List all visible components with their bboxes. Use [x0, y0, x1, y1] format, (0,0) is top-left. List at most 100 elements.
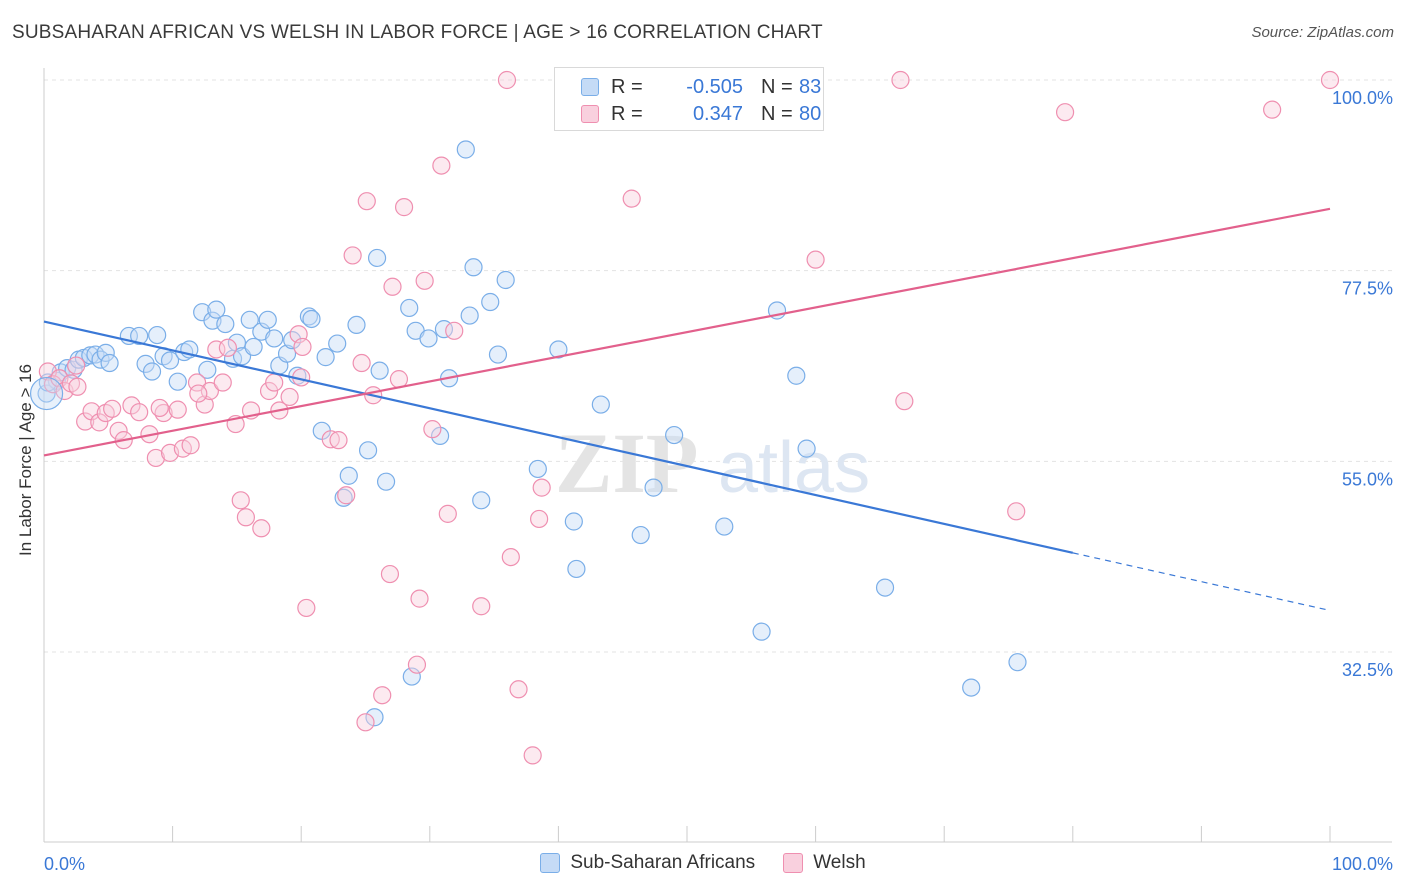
point-subsaharan — [400, 298, 419, 318]
point-welsh — [280, 387, 299, 407]
point-subsaharan — [787, 366, 806, 385]
point-subsaharan — [962, 678, 981, 697]
stats-r-value: 0.347 — [692, 102, 743, 125]
point-subsaharan — [488, 345, 508, 364]
point-subsaharan — [456, 140, 475, 159]
y-tick-label: 32.5% — [1342, 660, 1393, 680]
point-subsaharan — [227, 333, 246, 352]
point-subsaharan — [216, 314, 235, 334]
point-subsaharan — [81, 346, 100, 365]
point-subsaharan — [419, 329, 438, 348]
point-welsh — [394, 198, 414, 217]
point-welsh — [532, 478, 551, 497]
point-welsh — [150, 398, 169, 418]
point-subsaharan — [665, 425, 684, 445]
point-welsh — [895, 392, 914, 411]
watermark-atlas: atlas — [718, 428, 870, 508]
point-welsh — [213, 373, 232, 392]
point-welsh — [1055, 103, 1075, 122]
point-subsaharan — [244, 337, 263, 357]
point-subsaharan — [265, 329, 284, 348]
point-welsh — [509, 680, 528, 699]
trend-line-subsaharan-extension — [1072, 552, 1331, 612]
point-subsaharan — [752, 622, 771, 641]
point-welsh — [122, 396, 141, 415]
point-subsaharan — [339, 466, 358, 485]
legend-item-subsaharan[interactable]: Sub-Saharan Africans — [540, 852, 755, 874]
point-subsaharan — [160, 351, 180, 370]
point-welsh — [68, 377, 87, 396]
trend-line-subsaharan — [43, 320, 1074, 554]
point-subsaharan — [430, 426, 450, 446]
stats-r-value: -0.505 — [686, 75, 743, 98]
point-subsaharan — [258, 310, 277, 329]
point-welsh — [523, 746, 542, 765]
point-subsaharan — [402, 667, 421, 686]
point-welsh — [200, 381, 219, 401]
point-subsaharan — [142, 362, 162, 381]
point-welsh — [90, 413, 109, 432]
point-welsh — [380, 564, 400, 584]
chart-title: SUBSAHARAN AFRICAN VS WELSH IN LABOR FOR… — [12, 22, 823, 43]
point-welsh — [357, 192, 376, 211]
point-welsh — [337, 486, 356, 505]
stats-n-value: 83 — [799, 75, 822, 98]
point-welsh — [265, 373, 284, 392]
point-subsaharan — [367, 248, 387, 268]
point-welsh — [352, 353, 371, 373]
point-welsh — [1263, 100, 1282, 119]
point-welsh — [67, 356, 86, 375]
point-welsh — [438, 504, 457, 523]
point-welsh — [329, 431, 348, 450]
point-welsh — [231, 491, 250, 510]
y-tick-label: 55.0% — [1342, 469, 1393, 489]
point-subsaharan — [302, 309, 321, 329]
point-subsaharan — [96, 343, 115, 362]
point-subsaharan — [460, 306, 479, 325]
point-subsaharan — [328, 334, 347, 353]
point-welsh — [806, 250, 825, 269]
point-welsh — [207, 340, 226, 359]
point-subsaharan — [365, 708, 384, 727]
point-welsh — [1320, 70, 1340, 90]
point-subsaharan — [240, 310, 259, 329]
point-welsh — [181, 436, 200, 455]
point-welsh — [236, 508, 256, 527]
point-welsh — [410, 589, 429, 608]
stats-r-label: R = — [611, 102, 643, 125]
stats-swatch-blue — [581, 78, 599, 96]
point-welsh — [252, 519, 271, 538]
point-subsaharan — [591, 395, 610, 414]
point-welsh — [891, 70, 910, 90]
point-subsaharan — [464, 258, 483, 277]
point-welsh — [445, 321, 464, 340]
point-welsh — [432, 156, 451, 175]
point-subsaharan — [299, 307, 319, 326]
point-welsh — [343, 246, 362, 265]
point-subsaharan — [481, 292, 500, 312]
point-welsh — [293, 337, 312, 357]
point-welsh — [103, 399, 122, 418]
legend-item-welsh[interactable]: Welsh — [783, 852, 866, 874]
stats-swatch-pink — [581, 105, 599, 123]
point-welsh — [423, 420, 442, 439]
point-welsh — [373, 686, 392, 705]
point-subsaharan — [644, 478, 663, 497]
x-tick-label: 0.0% — [44, 854, 85, 874]
point-welsh — [622, 189, 641, 208]
legend-swatch-blue — [540, 853, 561, 873]
y-tick-label: 77.5% — [1342, 279, 1393, 299]
point-welsh — [76, 412, 95, 431]
x-tick-label: 100.0% — [1332, 854, 1393, 874]
point-subsaharan — [316, 348, 335, 367]
point-welsh — [168, 400, 187, 419]
point-welsh — [407, 655, 427, 674]
chart-legend: Sub-Saharan Africans Welsh — [0, 852, 1406, 874]
point-subsaharan — [29, 376, 64, 411]
point-welsh — [497, 70, 517, 90]
point-subsaharan — [472, 491, 491, 510]
stats-n-label: N = — [761, 102, 793, 125]
point-subsaharan — [370, 361, 389, 380]
point-welsh — [146, 448, 165, 468]
point-welsh — [195, 395, 214, 414]
